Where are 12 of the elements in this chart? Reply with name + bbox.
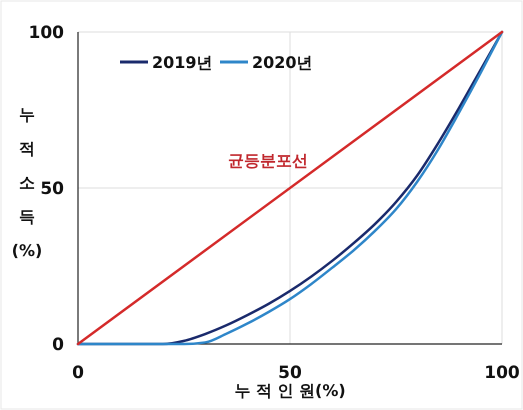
- legend-label: 2020년: [252, 53, 313, 72]
- y-tick-label: 0: [52, 335, 64, 355]
- annotation: 균등분포선: [228, 151, 308, 170]
- y-tick-label: 100: [28, 23, 64, 43]
- y-axis-title: 누적소득(%): [12, 105, 42, 260]
- legend-label: 2019년: [152, 53, 213, 72]
- x-tick-label: 100: [484, 363, 520, 383]
- x-axis-title: 누 적 인 원(%): [234, 381, 346, 400]
- y-tick-label: 50: [40, 179, 64, 199]
- x-tick-label: 50: [278, 363, 302, 383]
- line-series: [76, 30, 504, 346]
- x-tick-label: 0: [72, 363, 84, 383]
